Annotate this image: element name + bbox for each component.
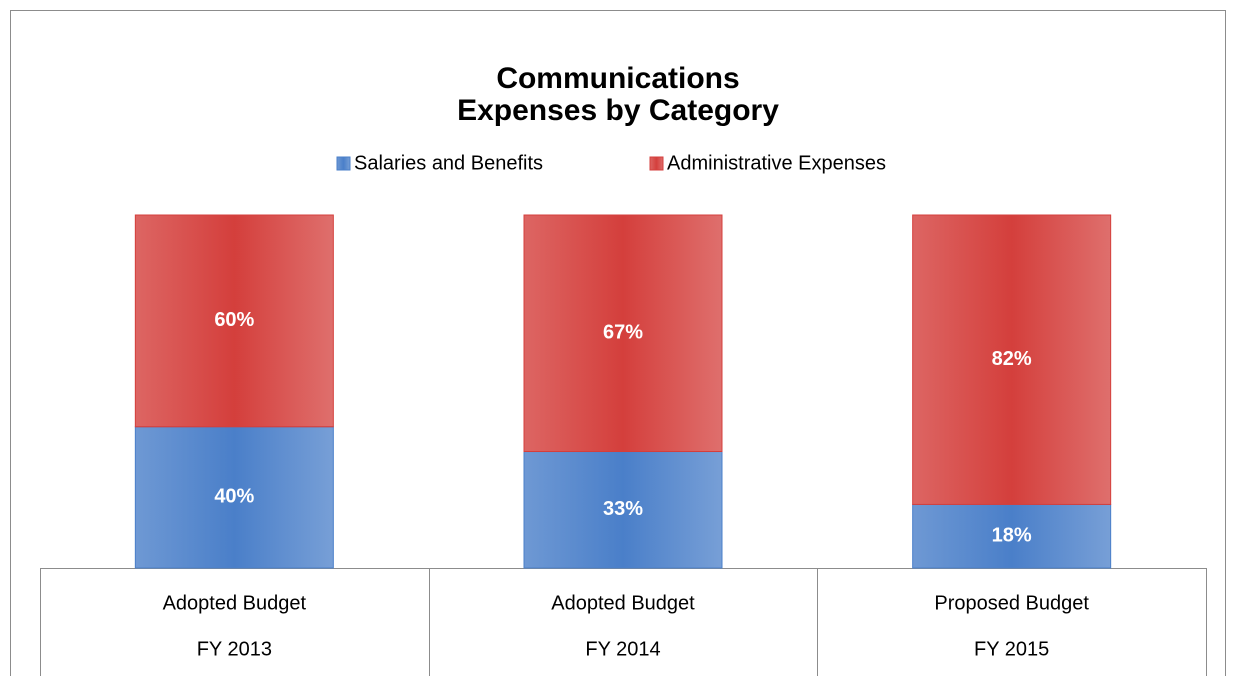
data-label: 67% xyxy=(603,322,643,344)
legend-swatch xyxy=(336,156,351,171)
data-label: 33% xyxy=(603,498,643,520)
x-tick-label: FY 2013 xyxy=(197,638,272,660)
bar-segment xyxy=(912,214,1112,505)
bar-segment xyxy=(912,503,1112,569)
data-label: 60% xyxy=(214,309,254,331)
data-label: 40% xyxy=(214,486,254,508)
legend-label: Salaries and Benefits xyxy=(354,152,543,174)
data-label: 82% xyxy=(992,348,1032,370)
legend-label: Administrative Expenses xyxy=(667,152,886,174)
x-tick-label: Adopted Budget xyxy=(163,592,307,614)
chart-title: Expenses by Category xyxy=(457,94,779,127)
chart-title: Communications xyxy=(496,62,739,95)
legend-swatch xyxy=(649,156,664,171)
x-tick-label: Adopted Budget xyxy=(551,592,695,614)
data-label: 18% xyxy=(992,525,1032,547)
bar-segment xyxy=(134,214,334,428)
x-tick-label: FY 2015 xyxy=(974,638,1049,660)
x-tick-label: Proposed Budget xyxy=(934,592,1089,614)
bar-segment xyxy=(523,214,723,453)
bar-segment xyxy=(134,426,334,569)
x-tick-label: FY 2014 xyxy=(585,638,660,660)
bar-segment xyxy=(523,451,723,569)
